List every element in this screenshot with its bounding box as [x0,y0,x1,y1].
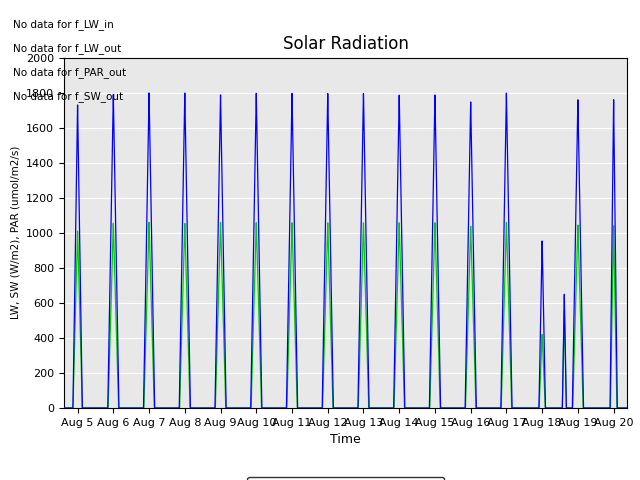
Text: No data for f_LW_out: No data for f_LW_out [13,43,121,54]
Text: No data for f_LW_in: No data for f_LW_in [13,19,113,30]
Title: Solar Radiation: Solar Radiation [283,35,408,53]
Text: No data for f_SW_out: No data for f_SW_out [13,91,123,102]
X-axis label: Time: Time [330,433,361,446]
Y-axis label: LW, SW (W/m2), PAR (umol/m2/s): LW, SW (W/m2), PAR (umol/m2/s) [11,146,20,320]
Text: No data for f_PAR_out: No data for f_PAR_out [13,67,126,78]
Legend: PAR_in, SW_in: PAR_in, SW_in [247,477,444,480]
